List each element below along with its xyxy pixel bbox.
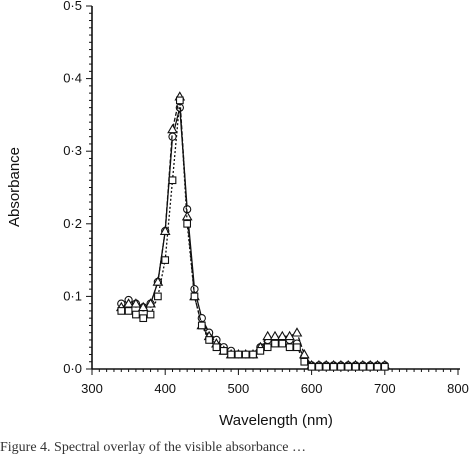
data-point-square	[322, 362, 331, 371]
data-point-square	[146, 310, 155, 319]
data-point-square	[293, 343, 301, 352]
data-point-square	[380, 362, 389, 371]
data-point-square	[373, 362, 382, 371]
y-axis-title: Absorbance	[6, 147, 23, 227]
data-point-square	[285, 343, 294, 352]
data-point-square	[197, 321, 206, 330]
data-point-triangle	[291, 327, 303, 337]
y-tick-label: 0·1	[63, 288, 82, 303]
x-tick-label: 600	[301, 381, 323, 396]
data-point-square	[168, 176, 177, 185]
data-point-square	[241, 350, 250, 359]
data-point-square	[212, 343, 221, 352]
data-point-square	[139, 314, 148, 323]
y-axis-ticks: 0·0 0·1 0·2 0·3 0·4 0·5	[63, 0, 92, 376]
data-point-square	[271, 339, 279, 348]
data-point-square	[161, 256, 170, 264]
data-point-triangle	[276, 330, 288, 341]
x-tick-label: 500	[228, 381, 250, 396]
data-point-square	[205, 336, 213, 344]
data-point-square	[256, 346, 265, 355]
series-line	[121, 107, 385, 367]
data-point-square	[366, 362, 375, 371]
data-point-square	[278, 339, 287, 348]
x-tick-label: 300	[81, 381, 103, 396]
data-point-square	[351, 362, 360, 371]
data-point-square	[344, 362, 353, 371]
data-point-triangle	[284, 330, 295, 341]
x-tick-label: 400	[154, 381, 176, 396]
data-point-square	[337, 362, 345, 371]
data-point-triangle	[167, 123, 178, 134]
x-axis-title: Wavelength (nm)	[219, 412, 333, 429]
data-point-triangle	[137, 301, 149, 312]
data-point-triangle	[145, 298, 156, 308]
data-point-square	[300, 357, 309, 366]
data-point-square	[227, 350, 235, 359]
series-triangle	[115, 91, 391, 370]
series-square	[117, 96, 389, 371]
data-point-square	[249, 350, 257, 359]
y-tick-label: 0·5	[63, 0, 82, 13]
data-point-square	[190, 292, 199, 301]
data-point-triangle	[262, 330, 274, 341]
series-line	[121, 96, 385, 367]
data-point-triangle	[123, 298, 134, 308]
data-point-square	[315, 362, 323, 371]
data-point-square	[117, 307, 126, 315]
series-circle	[117, 103, 389, 370]
y-tick-label: 0·2	[63, 216, 82, 231]
data-point-square	[154, 292, 162, 301]
x-tick-label: 700	[374, 381, 396, 396]
data-point-square	[263, 343, 272, 352]
data-point-square	[307, 362, 316, 371]
y-tick-label: 0·0	[63, 361, 82, 376]
data-point-square	[124, 307, 133, 315]
data-point-square	[358, 362, 367, 371]
data-point-square	[219, 346, 228, 355]
absorbance-chart: 300 400 500 600 700 800 0·0 0·1 0·2 0·3 0·4 0·5 Wa…	[6, 0, 469, 429]
data-point-square	[183, 219, 192, 228]
data-point-square	[132, 310, 140, 319]
data-point-square	[175, 96, 184, 105]
y-tick-label: 0·3	[63, 143, 82, 158]
data-point-square	[234, 350, 243, 359]
figure-caption: Figure 4. Spectral overlay of the visibl…	[0, 440, 306, 455]
x-axis-ticks: 300 400 500 600 700 800	[81, 369, 469, 396]
data-point-square	[329, 362, 338, 371]
y-tick-label: 0·4	[63, 71, 82, 86]
series-layer	[115, 91, 391, 371]
data-point-triangle	[269, 330, 281, 341]
x-tick-label: 800	[447, 381, 469, 396]
data-point-triangle	[298, 348, 310, 359]
data-point-triangle	[130, 298, 142, 308]
